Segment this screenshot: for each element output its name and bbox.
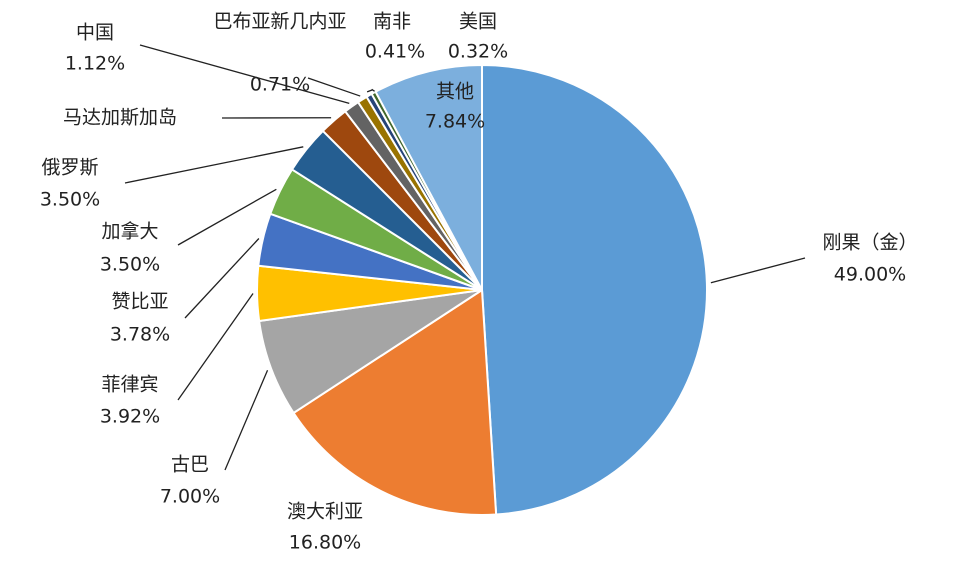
pie-slice — [481, 63, 708, 516]
slice-label: 巴布亚新几内亚 — [213, 11, 346, 33]
leader-line — [184, 238, 260, 319]
leader-line — [124, 146, 304, 184]
slice-label: 澳大利亚 — [287, 501, 363, 523]
pie-slice — [292, 288, 498, 516]
slice-label: 俄罗斯 — [41, 157, 98, 179]
slice-label: 古巴 — [171, 454, 209, 476]
leader-line — [710, 257, 806, 284]
leader-line — [139, 44, 350, 105]
slice-label: 赞比亚 — [111, 291, 168, 313]
value-label: 49.00% — [834, 264, 906, 286]
slice-label: 菲律宾 — [101, 374, 158, 396]
slice-label: 加拿大 — [101, 220, 158, 243]
value-label: 3.50% — [100, 254, 160, 276]
slice-label: 南非 — [373, 11, 411, 33]
leader-line — [307, 77, 361, 97]
leader-line — [177, 188, 277, 246]
pie-slice — [374, 63, 483, 291]
value-label: 3.78% — [110, 324, 170, 346]
value-label: 1.12% — [65, 53, 125, 75]
slice-label: 马达加斯加岛 — [63, 107, 177, 129]
slice-label: 刚果（金） — [822, 232, 917, 254]
value-label: 3.92% — [100, 406, 160, 428]
value-label: 16.80% — [289, 532, 361, 554]
value-label: 7.00% — [160, 486, 220, 508]
value-label: 0.32% — [448, 41, 508, 63]
leader-line — [177, 293, 254, 401]
slice-label: 美国 — [459, 11, 497, 33]
leader-line — [224, 370, 269, 471]
leader-line — [366, 89, 373, 93]
value-label: 0.71% — [250, 74, 310, 96]
value-label: 7.84% — [425, 111, 485, 133]
slice-label: 中国 — [76, 22, 114, 44]
value-label: 3.50% — [40, 189, 100, 211]
value-label: 0.41% — [365, 41, 425, 63]
slice-label: 其他 — [436, 81, 474, 103]
